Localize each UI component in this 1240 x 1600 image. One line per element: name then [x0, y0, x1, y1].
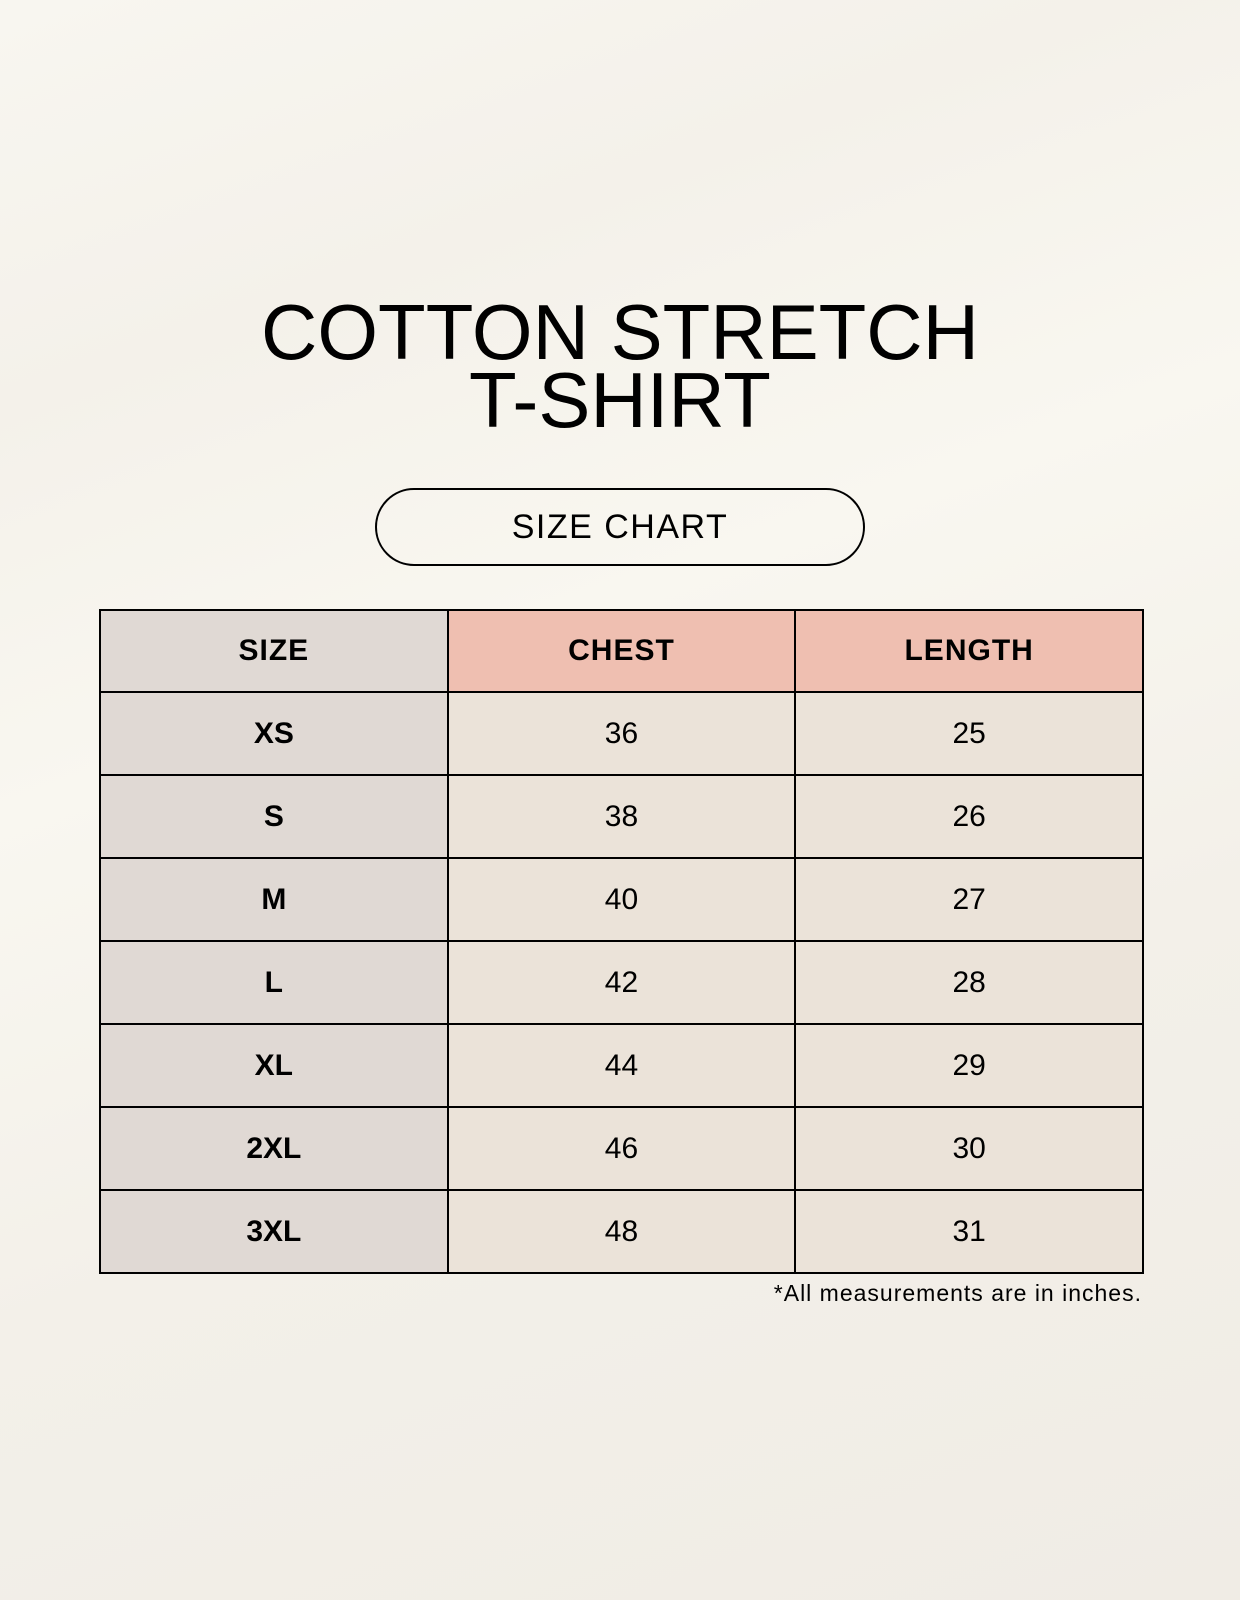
table-row: S 38 26	[99, 774, 1144, 859]
header-length: LENGTH	[794, 609, 1144, 693]
size-chart-label: SIZE CHART	[511, 507, 729, 546]
cell-length: 31	[794, 1189, 1144, 1274]
cell-chest: 48	[446, 1189, 797, 1274]
title-line-1: COTTON STRETCH	[261, 288, 979, 376]
cell-size: M	[99, 857, 449, 942]
size-table: SIZE CHEST LENGTH XS 36 25 S 38 26 M 40 27 L 42 28 X…	[99, 609, 1144, 1274]
cell-length: 25	[794, 691, 1144, 776]
table-row: XS 36 25	[99, 691, 1144, 776]
cell-length: 29	[794, 1023, 1144, 1108]
table-row: M 40 27	[99, 857, 1144, 942]
cell-chest: 40	[446, 857, 797, 942]
cell-size: 3XL	[99, 1189, 449, 1274]
cell-size: XL	[99, 1023, 449, 1108]
header-chest: CHEST	[446, 609, 797, 693]
cell-length: 26	[794, 774, 1144, 859]
cell-chest: 38	[446, 774, 797, 859]
cell-chest: 36	[446, 691, 797, 776]
cell-size: S	[99, 774, 449, 859]
table-row: 3XL 48 31	[99, 1189, 1144, 1274]
cell-length: 30	[794, 1106, 1144, 1191]
cell-size: 2XL	[99, 1106, 449, 1191]
cell-size: L	[99, 940, 449, 1025]
cell-size: XS	[99, 691, 449, 776]
table-header-row: SIZE CHEST LENGTH	[99, 609, 1144, 693]
header-size: SIZE	[99, 609, 449, 693]
size-chart-badge: SIZE CHART	[375, 488, 865, 566]
footnote: *All measurements are in inches.	[773, 1280, 1142, 1306]
title-line-2: T-SHIRT	[469, 356, 771, 444]
cell-chest: 44	[446, 1023, 797, 1108]
table-row: XL 44 29	[99, 1023, 1144, 1108]
page-title: COTTON STRETCH T-SHIRT	[0, 288, 1240, 444]
cell-length: 27	[794, 857, 1144, 942]
cell-chest: 46	[446, 1106, 797, 1191]
table-row: L 42 28	[99, 940, 1144, 1025]
cell-chest: 42	[446, 940, 797, 1025]
cell-length: 28	[794, 940, 1144, 1025]
table-row: 2XL 46 30	[99, 1106, 1144, 1191]
